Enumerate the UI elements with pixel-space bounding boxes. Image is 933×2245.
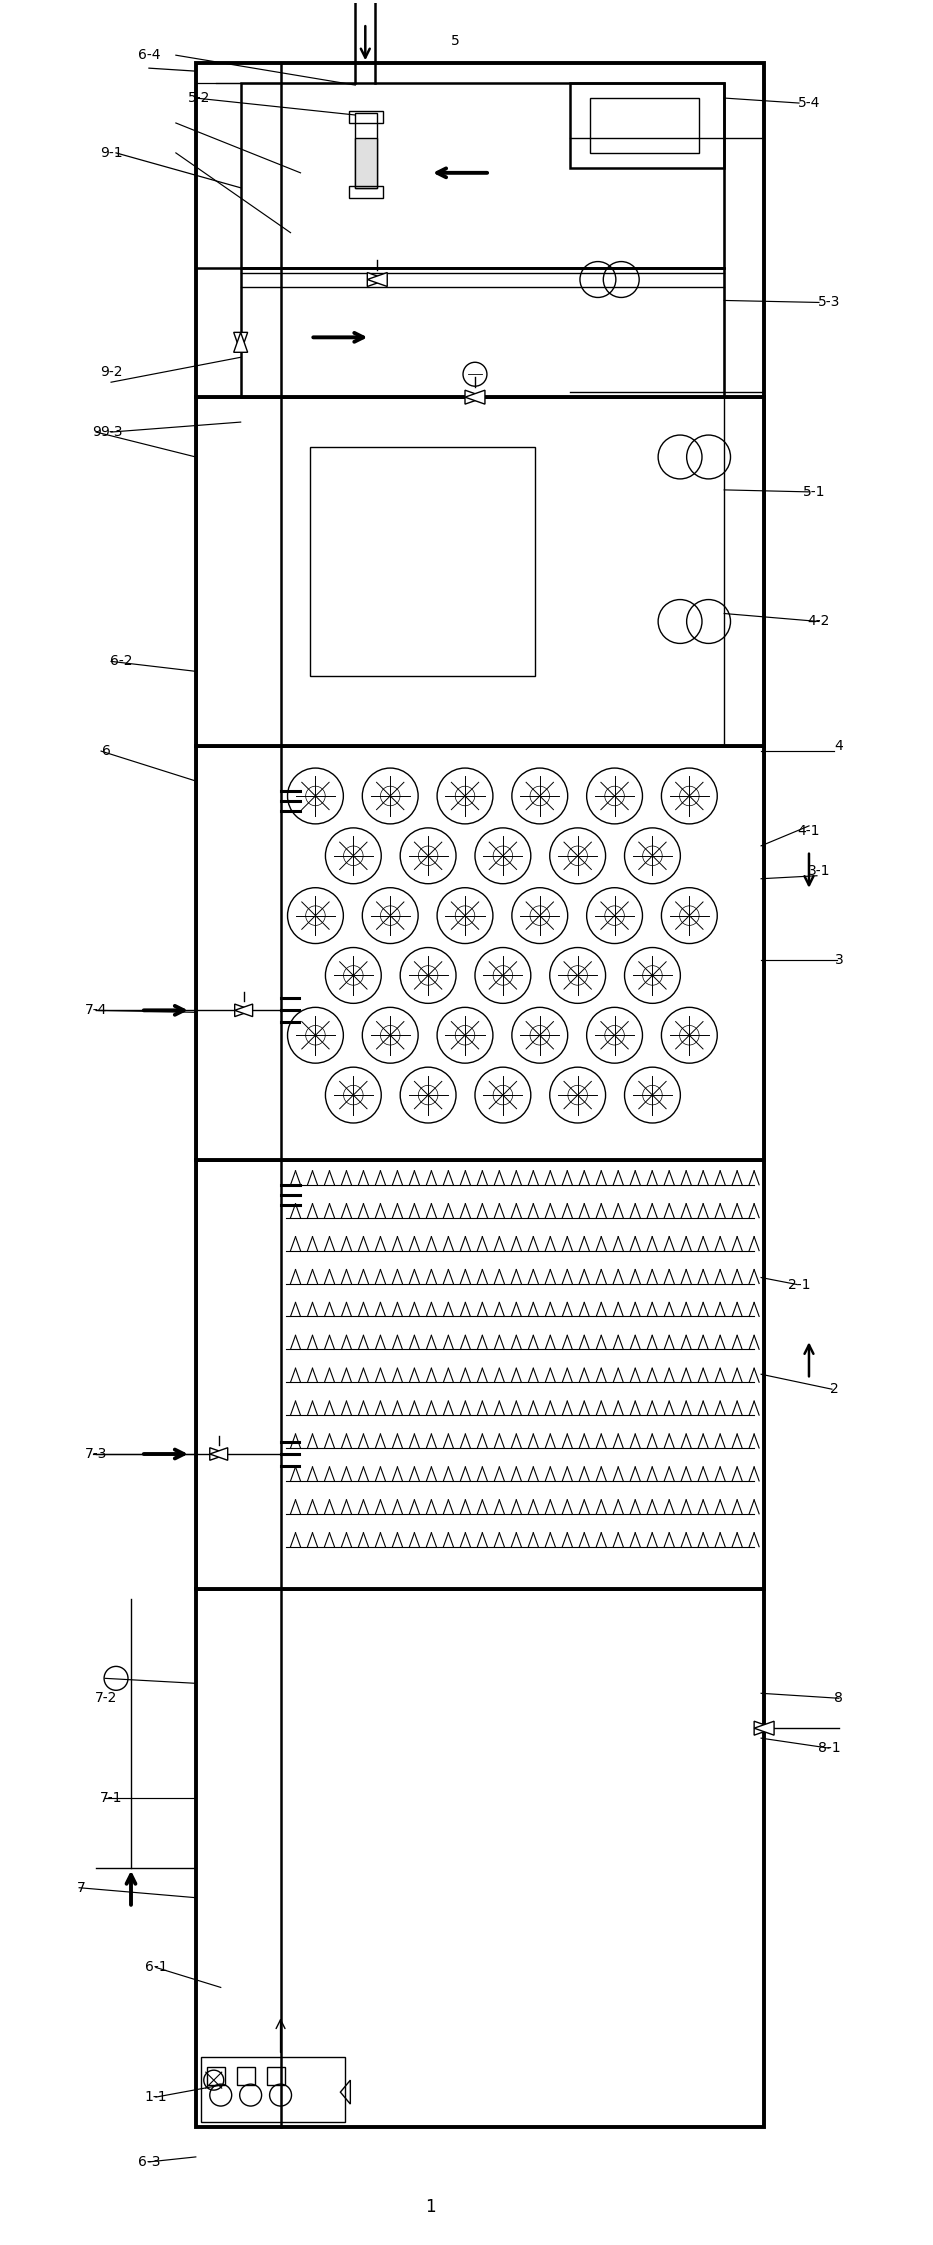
- Text: 9-3: 9-3: [100, 424, 122, 440]
- Bar: [349, 186, 383, 198]
- Bar: [196, 745, 764, 1161]
- Text: 4: 4: [834, 739, 843, 752]
- Text: 7-2: 7-2: [95, 1690, 118, 1706]
- Text: 6-2: 6-2: [110, 653, 132, 669]
- Bar: [570, 83, 724, 168]
- Polygon shape: [754, 1722, 774, 1735]
- Text: 5-3: 5-3: [817, 296, 840, 310]
- Polygon shape: [235, 1004, 253, 1017]
- Bar: [355, 137, 377, 189]
- Polygon shape: [210, 1448, 228, 1459]
- Text: 7-4: 7-4: [85, 1004, 107, 1017]
- Text: 5-4: 5-4: [798, 97, 820, 110]
- Bar: [349, 110, 383, 123]
- Text: 6: 6: [102, 743, 110, 759]
- Polygon shape: [754, 1722, 774, 1735]
- Text: 3-1: 3-1: [808, 864, 830, 878]
- Text: 7: 7: [77, 1881, 86, 1895]
- Bar: [196, 1161, 764, 1589]
- Bar: [241, 267, 724, 397]
- Bar: [237, 2068, 255, 2086]
- Polygon shape: [368, 272, 387, 287]
- Text: 1-1: 1-1: [145, 2090, 167, 2104]
- Text: 9-2: 9-2: [100, 366, 122, 379]
- Polygon shape: [368, 272, 387, 287]
- Polygon shape: [465, 391, 485, 404]
- Bar: [311, 447, 535, 676]
- Polygon shape: [465, 391, 485, 404]
- Text: 4-1: 4-1: [798, 824, 820, 837]
- Polygon shape: [210, 1448, 228, 1459]
- Text: 6-4: 6-4: [138, 47, 160, 63]
- Text: 9-1: 9-1: [100, 146, 122, 159]
- Bar: [355, 112, 377, 189]
- Text: 3: 3: [834, 954, 843, 968]
- Polygon shape: [233, 332, 247, 352]
- Bar: [590, 99, 700, 153]
- Text: 2-1: 2-1: [787, 1277, 810, 1291]
- Text: 6-1: 6-1: [145, 1960, 167, 1973]
- Polygon shape: [233, 332, 247, 352]
- Text: 8: 8: [834, 1690, 843, 1706]
- Bar: [201, 2056, 345, 2122]
- Text: 7-3: 7-3: [85, 1448, 107, 1461]
- Text: 4-2: 4-2: [808, 615, 830, 629]
- Bar: [196, 397, 764, 745]
- Bar: [196, 63, 764, 2126]
- Text: 1: 1: [425, 2198, 436, 2216]
- Bar: [267, 2068, 285, 2086]
- Text: 5-2: 5-2: [188, 92, 210, 106]
- Text: 5-1: 5-1: [802, 485, 825, 498]
- Text: 7-1: 7-1: [100, 1792, 122, 1805]
- Text: 9: 9: [91, 424, 101, 440]
- Bar: [241, 83, 724, 267]
- Text: 6-3: 6-3: [138, 2155, 160, 2169]
- Text: 5: 5: [451, 34, 459, 47]
- Polygon shape: [235, 1004, 253, 1017]
- Text: 2: 2: [829, 1383, 838, 1396]
- Bar: [207, 2068, 225, 2086]
- Text: 8-1: 8-1: [817, 1742, 841, 1756]
